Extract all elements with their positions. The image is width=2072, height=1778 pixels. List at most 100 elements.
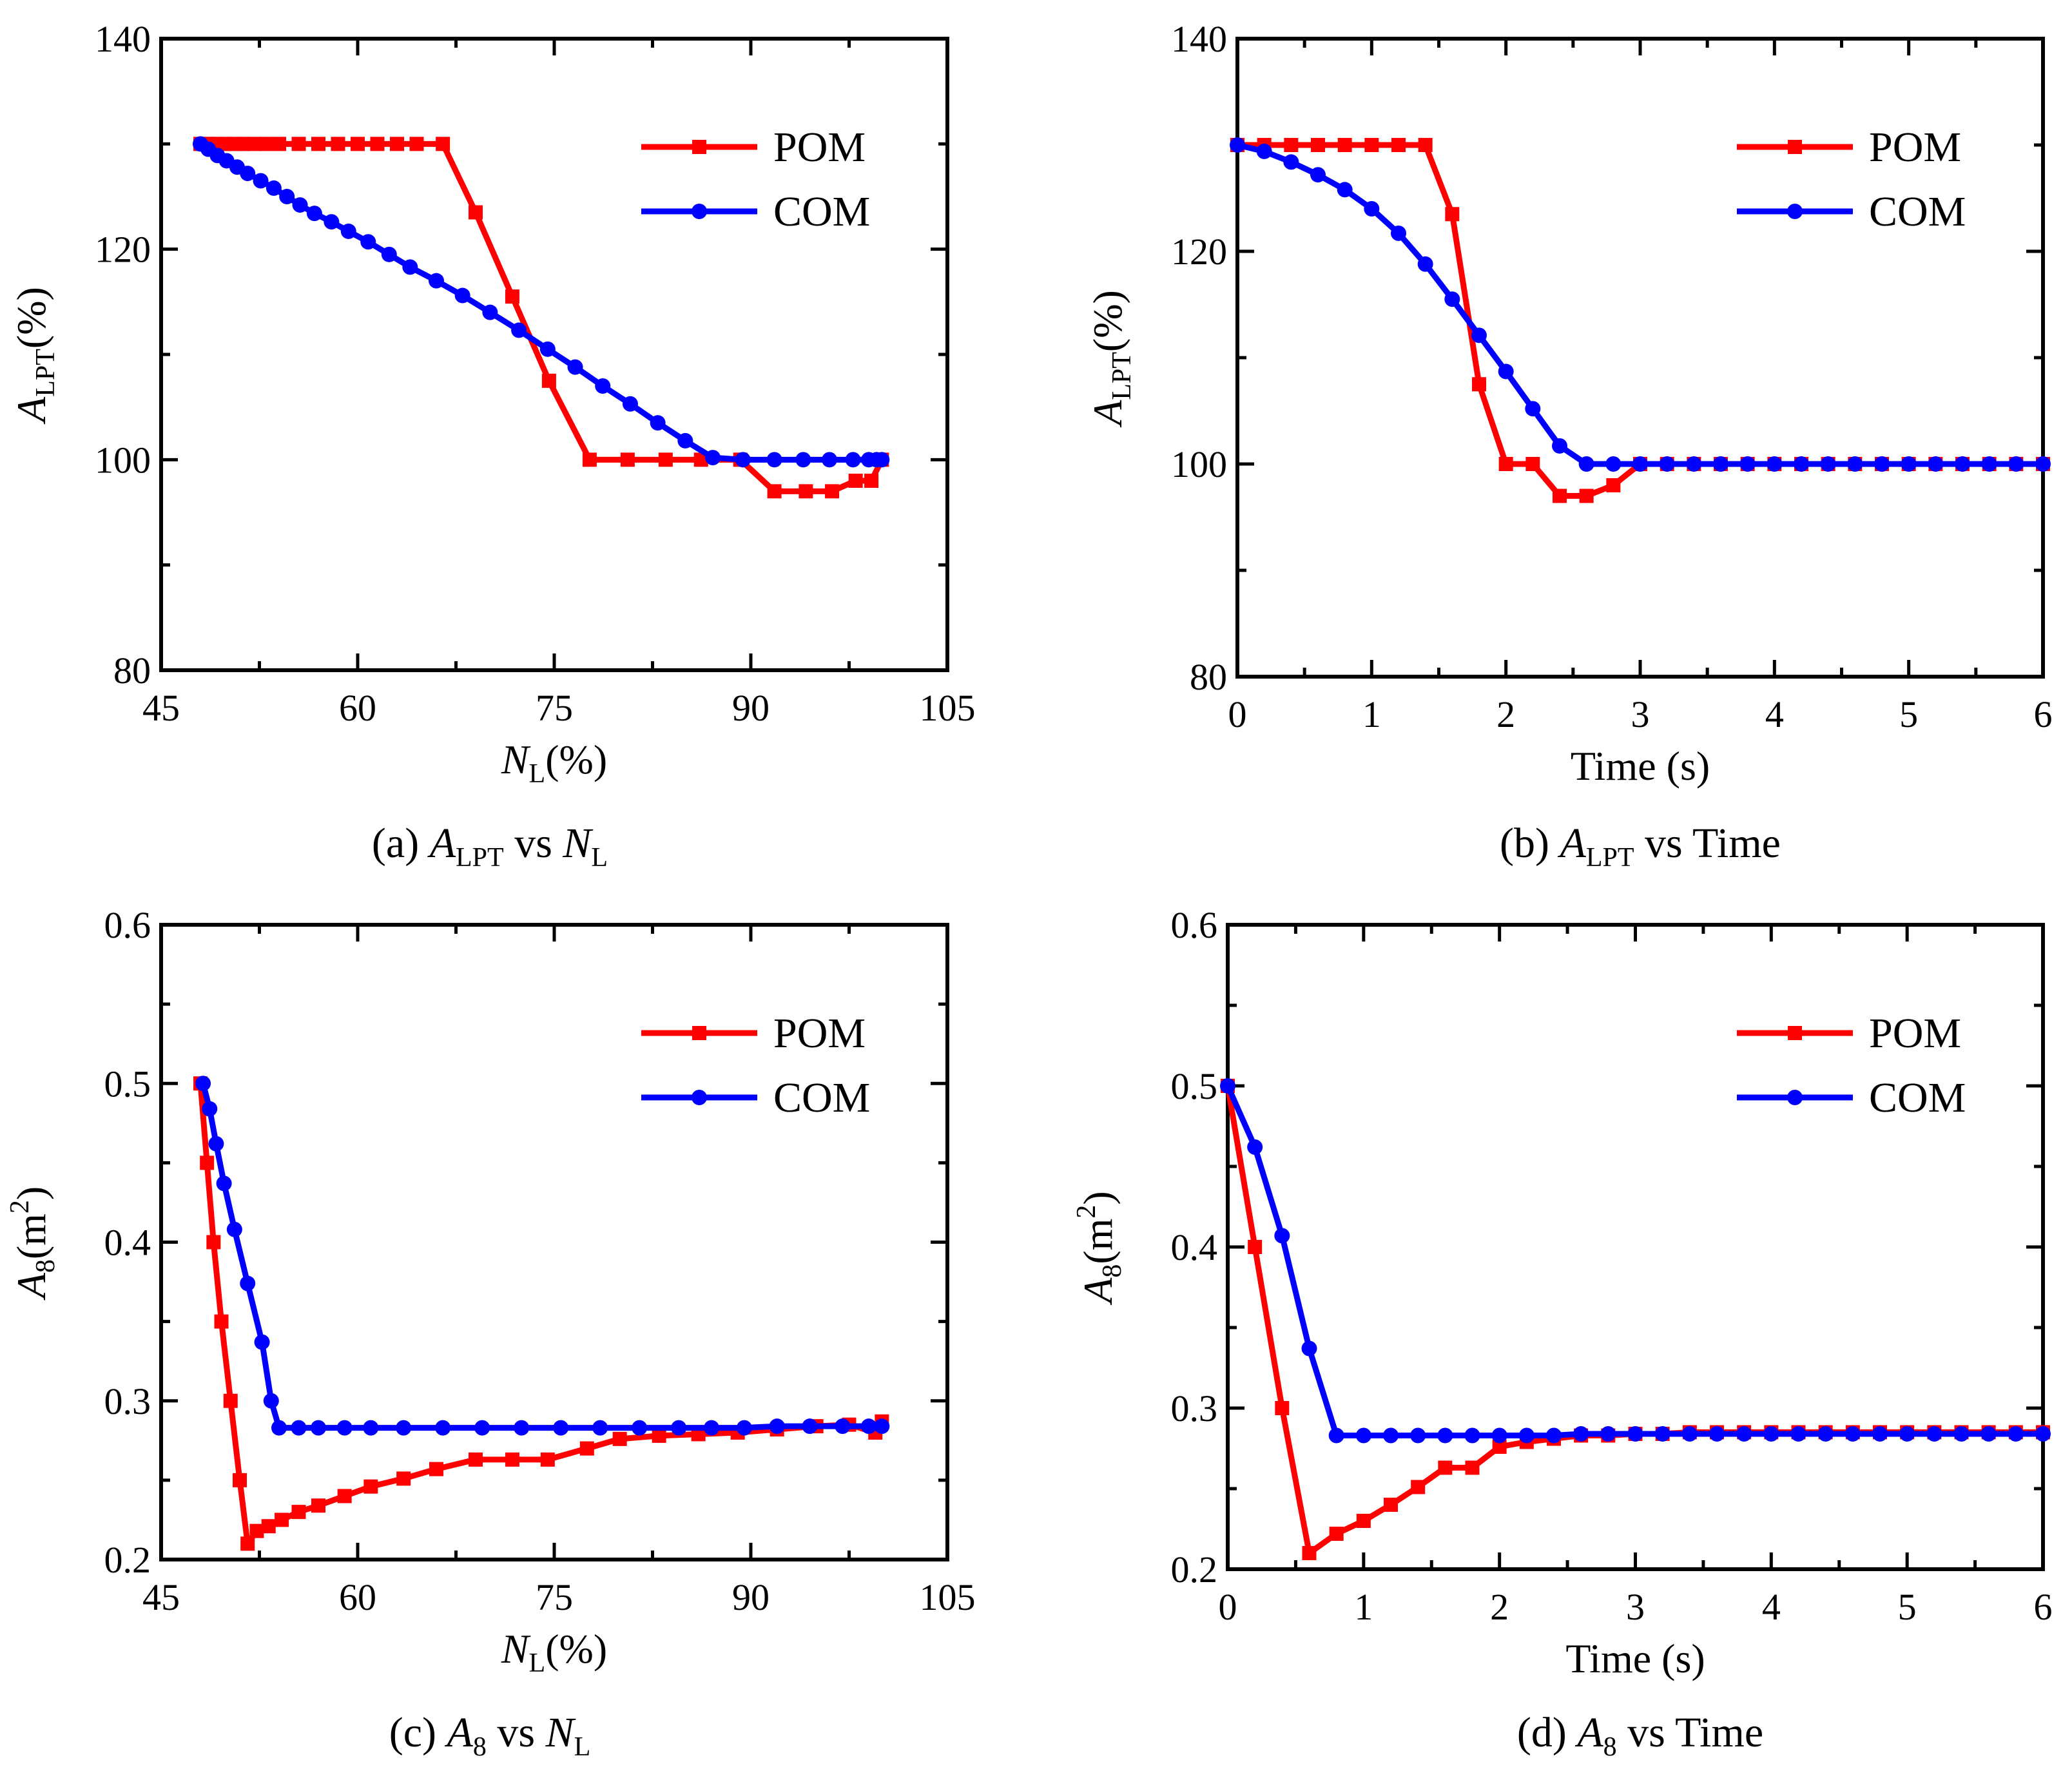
data-point-pom (612, 1431, 627, 1446)
data-point-pom (351, 137, 365, 151)
x-tick-label: 1 (1354, 1586, 1373, 1628)
x-axis-label: Time (s) (1571, 743, 1710, 789)
legend-marker-com (692, 1090, 707, 1105)
x-tick-label: 90 (732, 687, 770, 729)
data-point-com (1654, 1426, 1670, 1442)
data-point-com (1844, 1426, 1861, 1442)
data-point-pom (1275, 1401, 1290, 1415)
data-point-pom (311, 137, 325, 151)
y-axis-label-sub: 8 (1098, 1264, 1127, 1278)
data-point-pom (1391, 138, 1406, 152)
data-point-com (769, 1418, 785, 1435)
data-point-com (704, 1420, 719, 1436)
data-point-com (1364, 201, 1380, 217)
x-axis-label-sub: L (529, 759, 546, 789)
caption-vs: vs Time (1617, 1709, 1763, 1756)
y-axis-label-sub: 8 (31, 1259, 61, 1273)
data-point-pom (311, 1498, 325, 1513)
data-point-com (336, 1420, 353, 1436)
data-point-com (1410, 1427, 1426, 1444)
data-point-com (1310, 167, 1326, 183)
data-point-com (1686, 456, 1702, 472)
data-point-com (1953, 1426, 1970, 1442)
data-point-pom (620, 452, 635, 467)
x-tick-label: 45 (142, 687, 180, 729)
caption-y-sub: 8 (1603, 1732, 1617, 1762)
data-point-com (240, 1275, 256, 1291)
data-point-com (202, 1101, 218, 1117)
series-line-com (1225, 1085, 2043, 1438)
y-tick-label: 80 (1190, 656, 1227, 698)
data-point-com (1790, 1426, 1806, 1442)
y-tick-label: 120 (95, 229, 151, 271)
data-point-pom (258, 137, 273, 151)
data-point-pom (396, 1471, 411, 1486)
y-axis-label-unit: (m (8, 1213, 54, 1259)
data-point-pom (825, 484, 840, 499)
caption-d: (d) A8 vs Time (1517, 1709, 1763, 1762)
data-point-com (311, 1420, 326, 1436)
data-point-com (861, 1418, 876, 1435)
legend-label-pom: POM (773, 1010, 866, 1057)
data-point-pom (390, 137, 404, 151)
x-tick-label: 105 (920, 687, 976, 729)
caption-x-var: N (545, 1709, 577, 1756)
data-point-com (1736, 1426, 1752, 1442)
panel-c: 45 60 75 90 1050.20.30.40.50.6NL(%)A8(m2)POM… (5, 904, 976, 1762)
y-axis-label-var: A (1085, 400, 1130, 428)
data-point-pom (658, 452, 673, 467)
data-point-com (650, 415, 666, 431)
x-tick-label: 60 (339, 1576, 376, 1618)
y-tick-label: 0.2 (104, 1539, 151, 1581)
data-point-com (511, 322, 527, 338)
x-tick-label: 4 (1762, 1586, 1781, 1628)
y-axis-label-var: A (1075, 1277, 1121, 1306)
data-point-com (2008, 456, 2024, 472)
data-point-com (1739, 456, 1756, 472)
series-com (193, 136, 890, 468)
x-tick-label: 2 (1490, 1586, 1509, 1628)
x-tick-label: 45 (142, 1576, 180, 1618)
data-point-pom (200, 1155, 215, 1170)
x-tick-label: 6 (2034, 693, 2053, 735)
data-point-pom (1356, 1514, 1371, 1528)
data-point-pom (409, 137, 424, 151)
series-com (1220, 1078, 2051, 1444)
y-axis-label-var: A (8, 1272, 54, 1300)
data-point-com (1498, 363, 1514, 380)
y-axis-label-sub: LPT (1107, 352, 1137, 400)
data-point-com (835, 1418, 851, 1435)
data-point-pom (1445, 207, 1460, 222)
data-point-pom (693, 452, 708, 467)
caption-tag: (b) (1500, 820, 1560, 867)
x-tick-label: 0 (1219, 1586, 1237, 1628)
data-point-pom (233, 1473, 247, 1487)
legend-marker-pom (1788, 140, 1802, 154)
y-axis-label-sup: 2 (5, 1200, 35, 1213)
y-axis-label-sup: 2 (1072, 1205, 1101, 1219)
caption-tag: (a) (372, 820, 430, 867)
y-axis-label-sub: LPT (31, 349, 61, 397)
y-tick-label: 140 (95, 18, 151, 60)
data-point-pom (767, 484, 782, 499)
data-point-com (1471, 327, 1487, 343)
data-point-pom (541, 373, 556, 388)
legend-marker-pom (692, 1026, 706, 1040)
data-point-pom (1525, 457, 1540, 471)
caption-y-sub: 8 (473, 1732, 487, 1762)
data-point-com (1600, 1426, 1616, 1442)
data-point-com (306, 206, 322, 222)
legend-label-com: COM (1869, 188, 1966, 235)
data-point-pom (505, 289, 519, 304)
data-point-com (1230, 137, 1245, 153)
data-point-pom (540, 1452, 555, 1467)
caption-tag: (c) (389, 1709, 447, 1756)
y-tick-label: 140 (1171, 18, 1227, 60)
y-tick-label: 80 (113, 650, 151, 691)
data-point-com (622, 396, 638, 412)
x-axis-label: Time (s) (1565, 1636, 1705, 1681)
data-point-com (1417, 256, 1433, 272)
x-tick-label: 0 (1228, 693, 1247, 735)
data-point-com (1283, 154, 1299, 170)
x-axis-label-unit: (%) (545, 737, 607, 782)
